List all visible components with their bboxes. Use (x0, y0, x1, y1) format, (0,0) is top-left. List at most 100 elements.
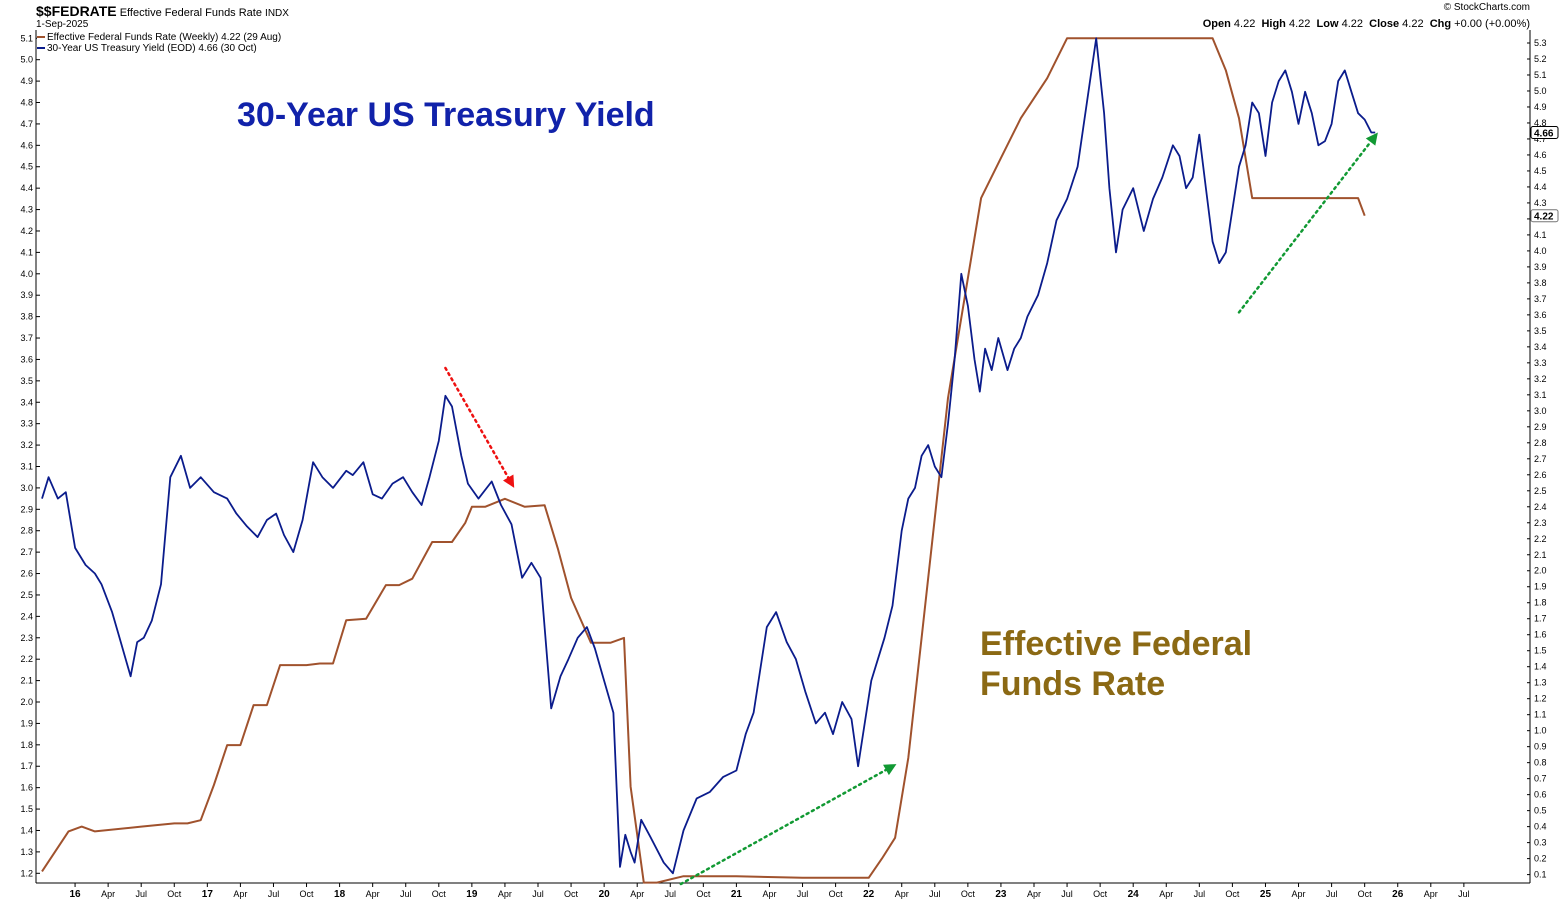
right-tick-label: 4.8 (1534, 118, 1547, 128)
left-tick-label: 3.9 (20, 290, 33, 300)
x-tick-label: Jul (400, 889, 412, 899)
symbol[interactable]: $$FEDRATE (36, 3, 117, 19)
x-tick-label: 20 (599, 889, 611, 900)
x-tick-label: Jul (1458, 889, 1470, 899)
right-tick-label: 4.6 (1534, 150, 1547, 160)
x-tick-label: 19 (466, 889, 478, 900)
right-tick-label: 2.0 (1534, 566, 1547, 576)
plot-frame (35, 30, 1531, 884)
left-tick-label: 4.5 (20, 162, 33, 172)
x-tick-label: Apr (1027, 889, 1041, 899)
left-tick-label: 3.6 (20, 354, 33, 364)
legend-item-fed[interactable]: Effective Federal Funds Rate (Weekly) 4.… (37, 32, 281, 43)
right-tick-label: 3.5 (1534, 326, 1547, 336)
right-tick-label: 4.0 (1534, 246, 1547, 256)
trend-arrow-head-2 (883, 764, 897, 776)
right-tick-label: 3.0 (1534, 406, 1547, 416)
left-tick-label: 4.6 (20, 140, 33, 150)
left-tick-label: 3.7 (20, 333, 33, 343)
right-tick-label: 0.2 (1534, 854, 1547, 864)
header-title-row: $$FEDRATE Effective Federal Funds Rate I… (36, 3, 289, 19)
left-tick-label: 2.9 (20, 504, 33, 514)
x-tick-label: 17 (202, 889, 214, 900)
symbol-name: Effective Federal Funds Rate (119, 7, 262, 19)
right-tick-label: 2.6 (1534, 470, 1547, 480)
x-tick-label: Apr (895, 889, 909, 899)
x-tick-label: 16 (70, 889, 82, 900)
left-tick-label: 5.0 (20, 55, 33, 65)
left-tick-label: 4.0 (20, 269, 33, 279)
x-tick-label: Oct (696, 889, 711, 899)
trend-arrow-2 (679, 768, 888, 886)
x-tick-label: Oct (300, 889, 315, 899)
right-tick-label: 1.6 (1534, 630, 1547, 640)
ohlc-row: Open 4.22 High 4.22 Low 4.22 Close 4.22 … (1203, 18, 1530, 30)
x-tick-label: Apr (1159, 889, 1173, 899)
right-tick-label: 0.5 (1534, 806, 1547, 816)
left-tick-label: 3.4 (20, 397, 33, 407)
treasury-yield-line (41, 37, 1376, 875)
trend-arrow-head-1 (503, 474, 515, 488)
legend-label-treasury: 30-Year US Treasury Yield (EOD) 4.66 (30… (47, 43, 257, 54)
arrow-layer (444, 132, 1378, 886)
right-tick-label: 1.3 (1534, 678, 1547, 688)
right-tick-label: 0.3 (1534, 838, 1547, 848)
right-tick-label: 0.9 (1534, 742, 1547, 752)
chart-date: 1-Sep-2025 (36, 19, 89, 30)
treasury-annotation: 30-Year US Treasury Yield (237, 96, 655, 134)
left-tick-label: 3.5 (20, 376, 33, 386)
right-tick-label: 4.3 (1534, 198, 1547, 208)
left-tick-label: 2.3 (20, 633, 33, 643)
legend-item-treasury[interactable]: 30-Year US Treasury Yield (EOD) 4.66 (30… (37, 43, 281, 54)
left-tick-label: 3.0 (20, 483, 33, 493)
left-tick-label: 4.2 (20, 226, 33, 236)
left-tick-label: 3.1 (20, 461, 33, 471)
x-tick-label: Oct (829, 889, 844, 899)
left-tick-label: 5.1 (20, 33, 33, 43)
x-tick-label: Apr (498, 889, 512, 899)
right-tick-label: 2.9 (1534, 422, 1547, 432)
right-tick-label: 1.8 (1534, 598, 1547, 608)
left-tick-label: 1.6 (20, 783, 33, 793)
x-tick-label: Jul (1326, 889, 1338, 899)
left-tick-label: 4.4 (20, 183, 33, 193)
left-tick-label: 4.7 (20, 119, 33, 129)
x-tick-label: Jul (797, 889, 809, 899)
high-value: 4.22 (1288, 18, 1311, 30)
left-tick-label: 2.7 (20, 547, 33, 557)
fed-annotation-line2: Funds Rate (980, 665, 1166, 703)
right-axis: 0.1 0.2 0.3 0.4 0.5 0.6 0.7 0.8 0.9 1.0 1.1 1.2 1.3 1… (1527, 38, 1547, 880)
x-tick-label: Oct (1358, 889, 1373, 899)
right-tick-label: 5.1 (1534, 70, 1547, 80)
trend-arrow-head-3 (1365, 132, 1378, 146)
fed-last-value-label: 4.22 (1530, 209, 1559, 223)
right-tick-label: 3.4 (1534, 342, 1547, 352)
left-tick-label: 1.7 (20, 761, 33, 771)
open-label: Open (1202, 18, 1231, 30)
chg-value: +0.00 (+0.00%) (1454, 18, 1530, 30)
left-tick-label: 4.3 (20, 205, 33, 215)
left-tick-label: 3.2 (20, 440, 33, 450)
x-tick-label: Jul (268, 889, 280, 899)
left-tick-label: 4.8 (20, 98, 33, 108)
left-tick-label: 2.2 (20, 654, 33, 664)
x-axis: 16 Apr Jul Oct 17 Apr Jul Oct 18 Apr Jul Oct 19 Apr Ju… (70, 883, 1470, 900)
right-tick-label: 1.5 (1534, 646, 1547, 656)
x-tick-label: Oct (167, 889, 182, 899)
treasury-last-value-label: 4.66 (1530, 125, 1559, 139)
left-tick-label: 2.4 (20, 611, 33, 621)
right-tick-label: 2.1 (1534, 550, 1547, 560)
x-tick-label: Apr (630, 889, 644, 899)
right-tick-label: 3.9 (1534, 262, 1547, 272)
x-tick-label: Apr (1292, 889, 1306, 899)
x-tick-label: 22 (863, 889, 875, 900)
low-value: 4.22 (1341, 18, 1363, 30)
right-tick-label: 5.3 (1534, 38, 1547, 48)
right-tick-label: 3.6 (1534, 310, 1547, 320)
left-tick-label: 2.1 (20, 676, 33, 686)
right-tick-label: 3.1 (1534, 390, 1547, 400)
right-tick-label: 2.3 (1534, 518, 1547, 528)
x-tick-label: Oct (432, 889, 447, 899)
right-tick-label: 1.1 (1534, 710, 1547, 720)
